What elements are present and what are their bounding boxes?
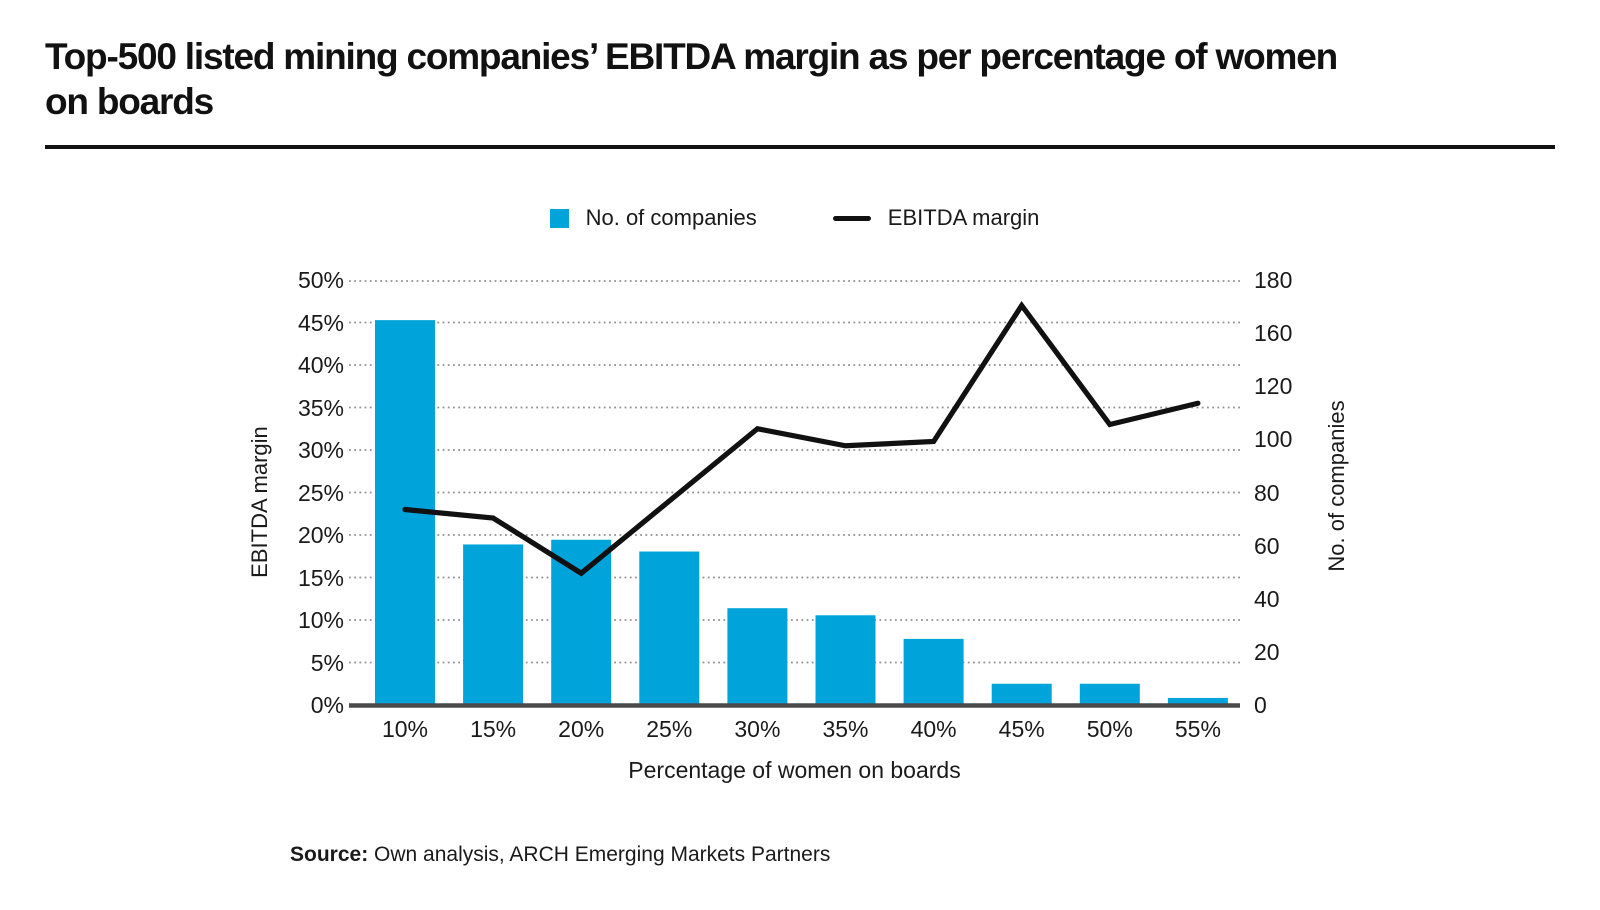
x-tick-45%: 45%	[998, 716, 1045, 742]
legend-item-companies: No. of companies	[549, 205, 757, 231]
left-tick-10%: 10%	[297, 607, 344, 633]
page-title: Top-500 listed mining companies’ EBITDA …	[45, 36, 1338, 122]
right-tick-120: 120	[1254, 373, 1293, 400]
right-tick-20: 20	[1254, 638, 1280, 665]
bar-45%	[991, 683, 1052, 705]
left-tick-30%: 30%	[297, 437, 344, 463]
left-tick-0%: 0%	[310, 692, 344, 718]
left-tick-40%: 40%	[297, 352, 344, 378]
source-label: Source:	[290, 843, 369, 866]
x-tick-20%: 20%	[558, 716, 605, 742]
bar-20%	[551, 539, 612, 705]
legend-label-companies: No. of companies	[585, 205, 757, 230]
x-tick-30%: 30%	[734, 716, 781, 742]
left-tick-15%: 15%	[297, 564, 344, 591]
bar-30%	[727, 608, 788, 705]
x-tick-50%: 50%	[1086, 716, 1133, 742]
x-tick-55%: 55%	[1174, 716, 1221, 742]
bar-50%	[1079, 683, 1140, 705]
x-tick-10%: 10%	[381, 716, 429, 742]
right-tick-180: 180	[1254, 267, 1293, 293]
source-text: Own analysis, ARCH Emerging Markets Part…	[368, 843, 831, 866]
x-tick-40%: 40%	[910, 716, 957, 742]
line-swatch-icon	[832, 215, 871, 221]
legend-item-ebitda: EBITDA margin	[832, 205, 1040, 231]
legend: No. of companies EBITDA margin	[349, 203, 1240, 233]
legend-label-ebitda: EBITDA margin	[887, 205, 1040, 230]
bar-25%	[639, 551, 700, 705]
x-tick-35%: 35%	[822, 716, 869, 742]
right-tick-0: 0	[1254, 692, 1267, 718]
plot-area	[349, 280, 1240, 708]
right-tick-100: 100	[1254, 426, 1293, 453]
right-tick-160: 160	[1254, 320, 1293, 347]
left-tick-50%: 50%	[297, 267, 344, 293]
left-tick-20%: 20%	[297, 522, 344, 548]
bar-swatch-icon	[549, 208, 569, 228]
x-axis-title: Percentage of women on boards	[628, 757, 961, 783]
bar-35%	[815, 615, 876, 705]
left-tick-5%: 5%	[310, 649, 344, 676]
bar-55%	[1167, 697, 1228, 705]
ebitda-margin-line	[402, 300, 1201, 577]
right-tick-60: 60	[1254, 532, 1280, 559]
right-tick-40: 40	[1254, 585, 1280, 612]
title-divider-rule	[45, 145, 1555, 149]
source-line: Source: Own analysis, ARCH Emerging Mark…	[290, 841, 830, 869]
x-tick-15%: 15%	[470, 716, 517, 742]
x-tick-25%: 25%	[646, 716, 693, 742]
bar-15%	[463, 544, 524, 705]
right-tick-80: 80	[1254, 479, 1280, 506]
left-tick-35%: 35%	[297, 394, 344, 421]
left-tick-25%: 25%	[297, 479, 344, 506]
left-tick-45%: 45%	[297, 309, 344, 336]
bar-40%	[903, 638, 964, 705]
